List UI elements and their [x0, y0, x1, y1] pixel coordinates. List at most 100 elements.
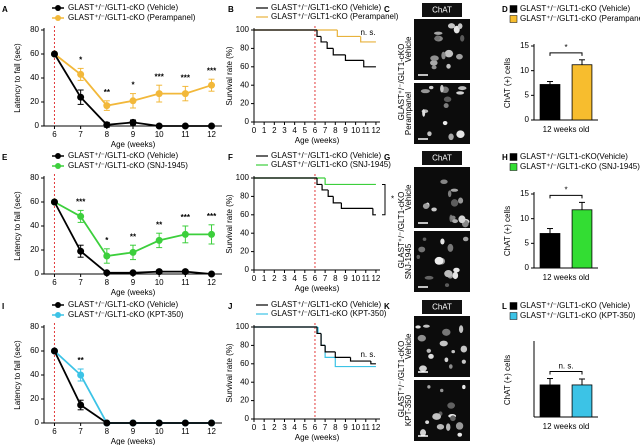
x-tick-label: 9	[343, 423, 348, 432]
y-tick-label: 60	[240, 210, 249, 219]
condition-label: Perampanel	[404, 92, 413, 135]
cell	[457, 432, 463, 437]
bar	[539, 233, 561, 269]
cell	[458, 197, 464, 204]
cell	[422, 237, 427, 241]
cell	[444, 283, 450, 287]
image-title-box	[422, 151, 462, 165]
cell	[418, 246, 426, 253]
cell	[451, 350, 456, 354]
cell	[424, 275, 434, 280]
data-point	[155, 419, 163, 427]
data-point	[181, 90, 189, 98]
significance-label: **	[104, 88, 111, 97]
y-tick-label: 80	[240, 192, 249, 201]
y-axis-label: Latency to fall (sec)	[13, 340, 22, 410]
legend-label: GLAST⁺/⁻/GLT1-cKO (Vehicle)	[68, 3, 178, 12]
cell	[442, 328, 451, 336]
data-point	[103, 269, 111, 277]
panel-label: C	[384, 5, 390, 14]
significance-label: *	[564, 43, 567, 52]
data-point	[50, 50, 58, 58]
panel-label: F	[228, 153, 233, 162]
significance-label: **	[78, 356, 85, 365]
x-tick-label: 7	[323, 423, 328, 432]
legend-label: GLAST⁺/⁻/GLT1-cKO (KPT-350)	[271, 309, 387, 318]
cell	[420, 89, 430, 94]
cell	[450, 188, 459, 192]
cell	[415, 325, 421, 329]
x-tick-label: 6	[52, 278, 57, 287]
significance-bracket	[549, 194, 583, 199]
cell	[444, 270, 453, 278]
micrograph	[414, 19, 470, 80]
data-point	[208, 230, 216, 238]
cell	[458, 325, 464, 334]
y-tick-label: 40	[240, 228, 249, 237]
cell	[440, 388, 444, 393]
error-bar	[547, 378, 553, 385]
x-tick-label: 11	[362, 126, 371, 135]
y-tick-label: 0	[35, 418, 40, 427]
significance-label: n. s.	[360, 350, 375, 359]
survival-step	[372, 208, 376, 216]
y-tick-label: 60	[30, 49, 39, 58]
y-tick-label: 5	[525, 90, 530, 99]
significance-label: **	[130, 232, 137, 241]
data-point	[155, 268, 163, 276]
y-tick-label: 100	[236, 322, 250, 331]
x-tick-label: 8	[105, 278, 110, 287]
x-axis-label: Age (weeks)	[295, 284, 340, 293]
legend-swatch	[509, 302, 518, 310]
x-tick-label: 8	[333, 423, 338, 432]
y-tick-label: 40	[240, 80, 249, 89]
cell	[452, 271, 459, 280]
y-tick-label: 80	[240, 341, 249, 350]
cell	[458, 86, 467, 91]
cell	[436, 424, 445, 430]
survival-step	[336, 30, 361, 38]
y-tick-label: 80	[30, 25, 39, 34]
x-tick-label: 10	[155, 130, 164, 139]
x-tick-label: 1	[262, 274, 267, 283]
significance-label: *	[105, 236, 109, 245]
panel-label: G	[384, 153, 390, 162]
condition-label: KPT-350	[404, 394, 413, 426]
significance-label: *	[79, 56, 83, 65]
x-tick-label: 3	[282, 274, 287, 283]
survival-step	[317, 327, 322, 335]
panel-label: H	[502, 153, 508, 162]
group-label: GLAST⁺/⁻/GLT1-cKO	[397, 341, 406, 418]
cell	[444, 49, 454, 58]
image-title-box	[422, 300, 462, 314]
x-tick-label: 10	[351, 423, 360, 432]
cell	[462, 384, 466, 390]
data-point	[129, 419, 137, 427]
cell	[458, 215, 466, 224]
x-tick-label: 12	[207, 130, 216, 139]
x-axis-label: Age (weeks)	[111, 437, 156, 445]
survival-step	[344, 54, 364, 61]
data-point	[77, 70, 85, 78]
cell	[450, 199, 459, 207]
survival-step	[363, 60, 376, 68]
y-axis-label: ChAT (+) cells	[503, 355, 512, 405]
y-tick-label: 100	[236, 173, 250, 182]
data-point	[77, 247, 85, 255]
data-point	[77, 371, 85, 379]
image-title: ChAT	[432, 303, 452, 312]
cell	[440, 238, 445, 245]
cell	[448, 133, 454, 141]
cell	[456, 130, 465, 138]
y-tick-label: 20	[30, 245, 39, 254]
bar	[539, 84, 561, 121]
survival-step	[320, 36, 328, 43]
survival-step	[320, 333, 326, 346]
x-axis-label: Age (weeks)	[295, 136, 340, 145]
cell	[446, 63, 451, 69]
y-tick-label: 10	[520, 66, 529, 75]
data-point	[181, 268, 189, 276]
y-tick-label: 20	[240, 396, 249, 405]
data-point	[77, 212, 85, 220]
cell	[445, 423, 451, 431]
